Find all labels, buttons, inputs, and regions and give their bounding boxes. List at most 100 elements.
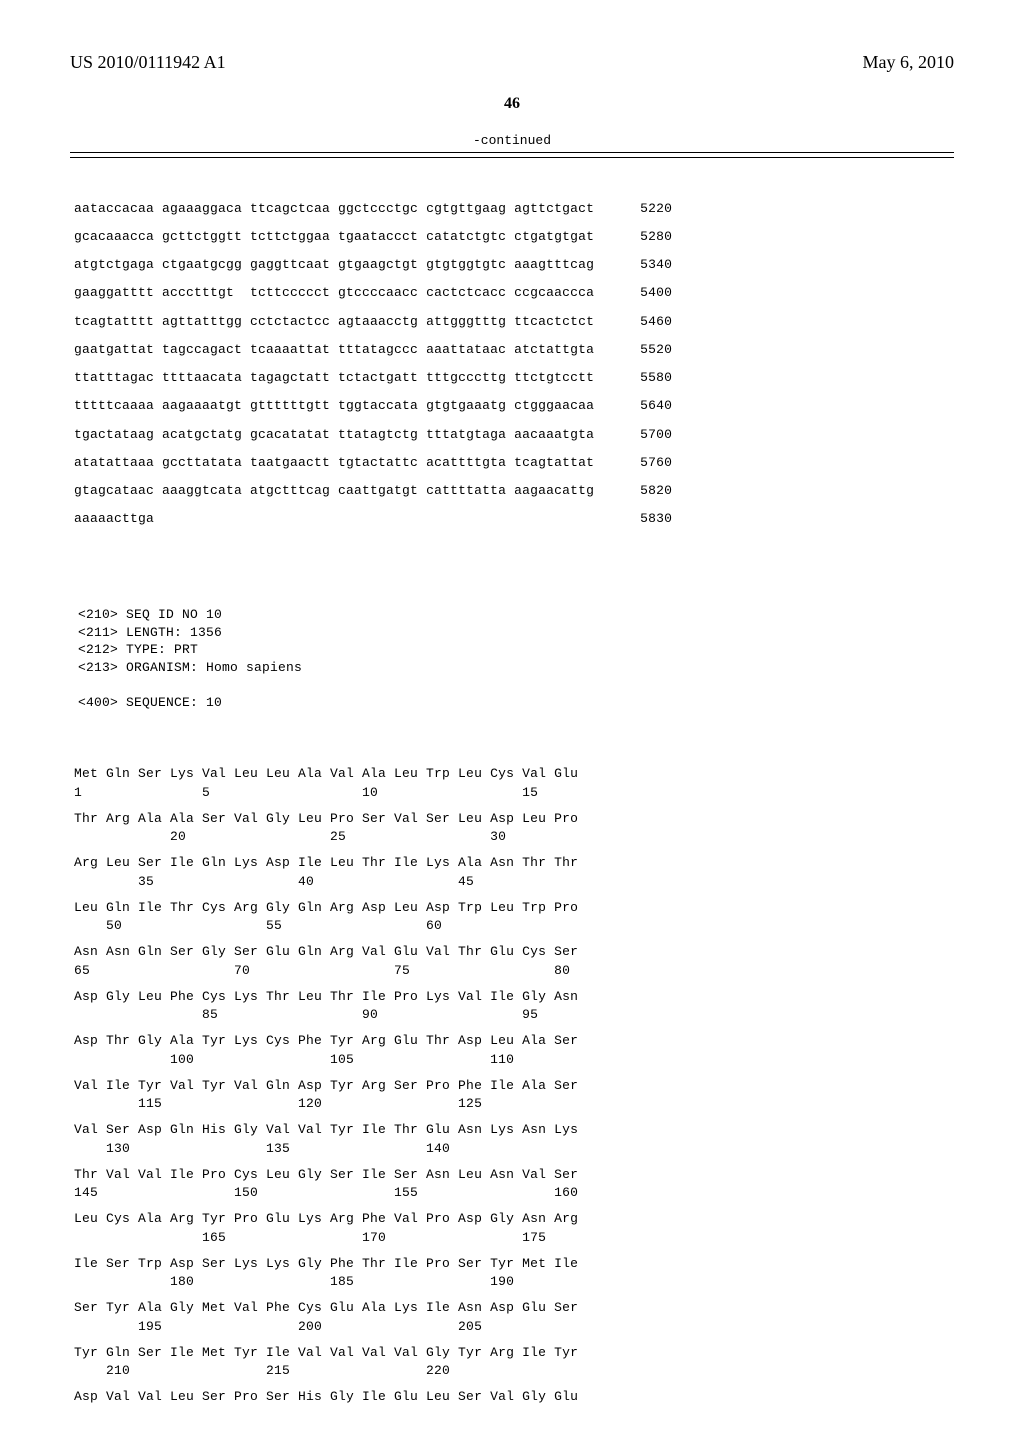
nucleotide-group: ttctgtcctt <box>514 370 594 386</box>
sequence-block: aataccacaaagaaaggacattcagctcaaggctccctgc… <box>74 168 954 1448</box>
nucleotide-group: gtgaagctgt <box>338 257 418 273</box>
nucleotide-group: agttatttgg <box>162 314 242 330</box>
nucleotide-group: ggctccctgc <box>338 201 418 217</box>
nucleotide-group: gtgtggtgtc <box>426 257 506 273</box>
nucleotide-row: atgtctgaga ctgaatgcgg gaggttcaat gtgaagctgt… <box>74 257 954 273</box>
nucleotide-group: gccttatata <box>162 455 242 471</box>
amino-acid-row: Val Ile Tyr Val Tyr Val Gln Asp Tyr Arg … <box>74 1078 954 1094</box>
nucleotide-group: tctactgatt <box>338 370 418 386</box>
divider-mid <box>70 157 954 158</box>
amino-acid-position: 130 135 140 <box>74 1141 954 1157</box>
nucleotide-group: ttatagtctg <box>338 427 418 443</box>
amino-acid-row: Ser Tyr Ala Gly Met Val Phe Cys Glu Ala … <box>74 1300 954 1316</box>
nucleotide-group: gcacaaacca <box>74 229 154 245</box>
amino-acid-position: 85 90 95 <box>74 1007 954 1023</box>
nucleotide-position: 5340 <box>622 257 672 273</box>
nucleotide-position: 5400 <box>622 285 672 301</box>
nucleotide-group: cgtgttgaag <box>426 201 506 217</box>
amino-acid-row: Val Ser Asp Gln His Gly Val Val Tyr Ile … <box>74 1122 954 1138</box>
nucleotide-row: gaatgattat tagccagact tcaaaattat tttatagccc… <box>74 342 954 358</box>
nucleotide-group <box>162 511 242 527</box>
nucleotide-position: 5820 <box>622 483 672 499</box>
nucleotide-group: gcttctggtt <box>162 229 242 245</box>
nucleotide-row: tttttcaaaaaagaaaatgtgttttttgtttggtaccata… <box>74 398 954 414</box>
nucleotide-position: 5830 <box>622 511 672 527</box>
amino-acid-position: 1 5 10 15 <box>74 785 954 801</box>
amino-acid-row: Leu Cys Ala Arg Tyr Pro Glu Lys Arg Phe … <box>74 1211 954 1227</box>
nucleotide-group: tcaaaattat <box>250 342 330 358</box>
amino-acid-row: Thr Val Val Ile Pro Cys Leu Gly Ser Ile … <box>74 1167 954 1183</box>
nucleotide-group: atgtctgaga <box>74 257 154 273</box>
nucleotide-group: aaattataac <box>426 342 506 358</box>
amino-acid-position: 100 105 110 <box>74 1052 954 1068</box>
amino-acid-position: 165 170 175 <box>74 1230 954 1246</box>
nucleotide-group: atctattgta <box>514 342 594 358</box>
nucleotide-position: 5700 <box>622 427 672 443</box>
nucleotide-group: tcttctggaa <box>250 229 330 245</box>
amino-acid-position: 195 200 205 <box>74 1319 954 1335</box>
nucleotide-position: 5640 <box>622 398 672 414</box>
nucleotide-group: tgtactattc <box>338 455 418 471</box>
amino-acid-row: Met Gln Ser Lys Val Leu Leu Ala Val Ala … <box>74 766 954 782</box>
nucleotide-group: aagaaaatgt <box>162 398 242 414</box>
nucleotide-row: atatattaaa gccttatata taatgaactt tgtactattc… <box>74 455 954 471</box>
publication-number: US 2010/0111942 A1 <box>70 52 226 73</box>
nucleotide-position: 5280 <box>622 229 672 245</box>
amino-acid-row: Asp Val Val Leu Ser Pro Ser His Gly Ile … <box>74 1389 954 1405</box>
nucleotide-group: tttatgtaga <box>426 427 506 443</box>
nucleotide-group: gaatgattat <box>74 342 154 358</box>
continued-label: -continued <box>70 133 954 148</box>
amino-acid-position: 115 120 125 <box>74 1096 954 1112</box>
amino-acid-row: Asp Thr Gly Ala Tyr Lys Cys Phe Tyr Arg … <box>74 1033 954 1049</box>
amino-acid-row: Asn Asn Gln Ser Gly Ser Glu Gln Arg Val … <box>74 944 954 960</box>
nucleotide-group: gcacatatat <box>250 427 330 443</box>
nucleotide-group: tgaataccct <box>338 229 418 245</box>
nucleotide-group: ctgggaacaa <box>514 398 594 414</box>
nucleotide-row: ttatttagacttttaacatatagagctatttctactgatt… <box>74 370 954 386</box>
nucleotide-group: catatctgtc <box>426 229 506 245</box>
nucleotide-group: gtccccaacc <box>338 285 418 301</box>
nucleotide-group: aacaaatgta <box>514 427 594 443</box>
nucleotide-group: agaaaggaca <box>162 201 242 217</box>
nucleotide-group: taatgaactt <box>250 455 330 471</box>
nucleotide-row: gcacaaacca gcttctggtt tcttctggaa tgaataccct… <box>74 229 954 245</box>
nucleotide-group: ttcagctcaa <box>250 201 330 217</box>
amino-acid-row: Leu Gln Ile Thr Cys Arg Gly Gln Arg Asp … <box>74 900 954 916</box>
nucleotide-group: acatgctatg <box>162 427 242 443</box>
nucleotide-group: caattgatgt <box>338 483 418 499</box>
nucleotide-group: gaaggatttt <box>74 285 154 301</box>
amino-acid-row: Arg Leu Ser Ile Gln Lys Asp Ile Leu Thr … <box>74 855 954 871</box>
nucleotide-group: agtaaacctg <box>338 314 418 330</box>
nucleotide-group: ctgatgtgat <box>514 229 594 245</box>
nucleotide-group: attgggtttg <box>426 314 506 330</box>
nucleotide-group: gaggttcaat <box>250 257 330 273</box>
nucleotide-group: gtagcataac <box>74 483 154 499</box>
nucleotide-position: 5760 <box>622 455 672 471</box>
nucleotide-group: tagccagact <box>162 342 242 358</box>
nucleotide-group: gtgtgaaatg <box>426 398 506 414</box>
amino-acid-position: 50 55 60 <box>74 918 954 934</box>
amino-acid-row: Tyr Gln Ser Ile Met Tyr Ile Val Val Val … <box>74 1345 954 1361</box>
nucleotide-group <box>250 511 330 527</box>
nucleotide-group: tcttccccct <box>250 285 330 301</box>
page: US 2010/0111942 A1 May 6, 2010 46 -conti… <box>0 0 1024 1320</box>
nucleotide-position: 5460 <box>622 314 672 330</box>
nucleotide-position: 5220 <box>622 201 672 217</box>
nucleotide-group: cctctactcc <box>250 314 330 330</box>
amino-acid-row: Asp Gly Leu Phe Cys Lys Thr Leu Thr Ile … <box>74 989 954 1005</box>
amino-acid-position: 180 185 190 <box>74 1274 954 1290</box>
nucleotide-group: cactctcacc <box>426 285 506 301</box>
nucleotide-group: aagaacattg <box>514 483 594 499</box>
nucleotide-group: tttttcaaaa <box>74 398 154 414</box>
nucleotide-row: aataccacaaagaaaggacattcagctcaaggctccctgc… <box>74 201 954 217</box>
nucleotide-group: ctgaatgcgg <box>162 257 242 273</box>
nucleotide-group: atatattaaa <box>74 455 154 471</box>
nucleotide-sequence: aataccacaaagaaaggacattcagctcaaggctccctgc… <box>74 201 954 528</box>
nucleotide-group: atgctttcag <box>250 483 330 499</box>
nucleotide-group: tttatagccc <box>338 342 418 358</box>
nucleotide-group: aaaggtcata <box>162 483 242 499</box>
nucleotide-row: gaaggattttaccctttgt tcttccccctgtccccaacc… <box>74 285 954 301</box>
nucleotide-group <box>426 511 506 527</box>
amino-acid-position: 210 215 220 <box>74 1363 954 1379</box>
nucleotide-row: gtagcataac aaaggtcata atgctttcag caattgatgt… <box>74 483 954 499</box>
